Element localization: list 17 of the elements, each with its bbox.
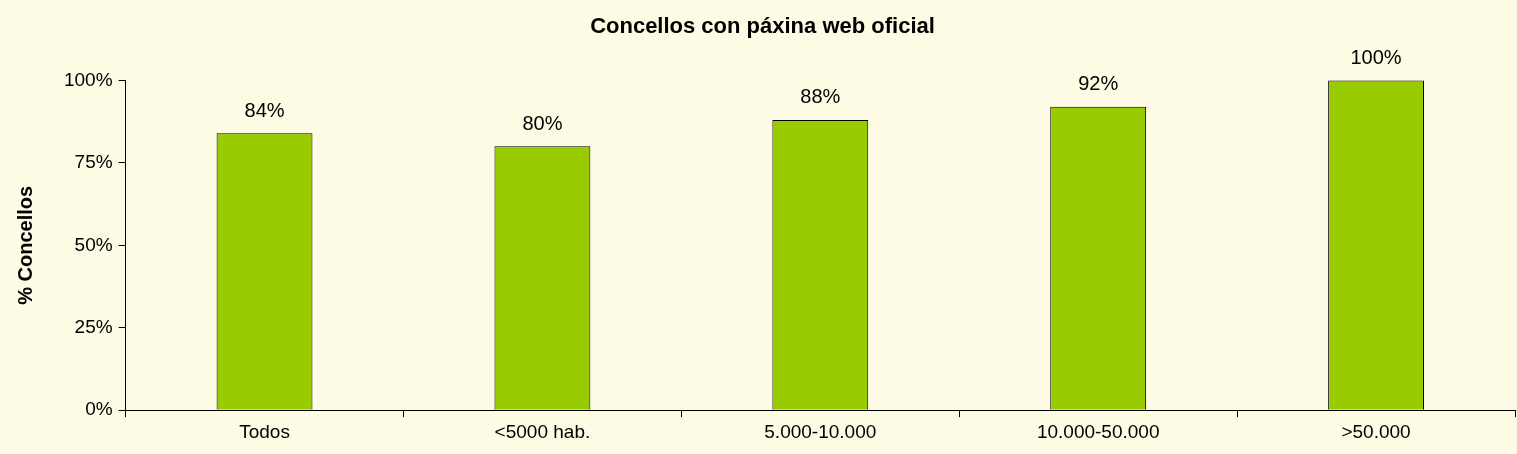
data-label: 84% (244, 98, 285, 121)
x-tick-label: <5000 hab. (494, 420, 591, 442)
data-label: 92% (1078, 72, 1119, 95)
data-label: 88% (800, 85, 841, 108)
x-tick-label: Todos (239, 420, 290, 442)
data-label: 80% (522, 111, 563, 134)
y-tick-label: 50% (74, 233, 113, 255)
y-tick-label: 25% (74, 315, 113, 337)
y-axis-title: % Concellos (13, 185, 36, 305)
y-tick-label: 100% (63, 68, 113, 90)
x-tick-label: 10.000-50.000 (1036, 420, 1160, 442)
data-label: 100% (1350, 45, 1402, 68)
chart-title: Concellos con páxina web oficial (590, 13, 935, 39)
y-tick-label: 0% (85, 398, 113, 420)
y-tick-label: 75% (74, 151, 113, 173)
x-tick-label: >50.000 (1341, 420, 1411, 442)
x-tick-label: 5.000-10.000 (764, 420, 877, 442)
